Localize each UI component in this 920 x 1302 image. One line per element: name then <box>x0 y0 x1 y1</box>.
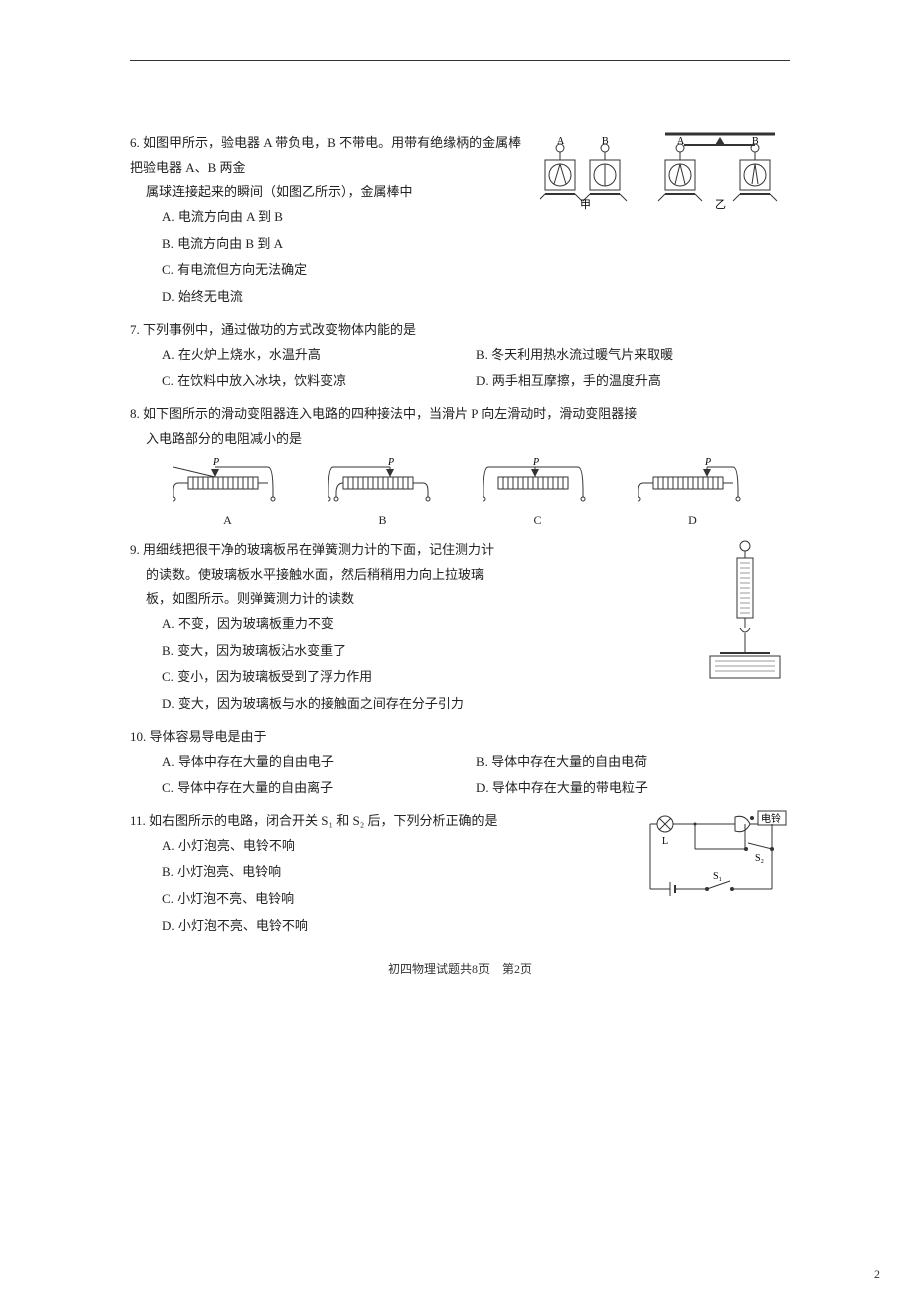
svg-text:P: P <box>704 457 711 468</box>
q9-stem-line2: 的读数。使玻璃板水平接触水面，然后稍稍用力向上拉玻璃 <box>146 563 790 588</box>
q8-label-a: A <box>223 509 232 532</box>
question-11: L 电铃 S₂ <box>130 809 790 940</box>
q7-stem: 7. 下列事例中，通过做功的方式改变物体内能的是 <box>130 318 790 343</box>
q8-stem-line1: 8. 如下图所示的滑动变阻器连入电路的四种接法中，当滑片 P 向左滑动时，滑动变… <box>130 402 790 427</box>
question-9: 9. 用细线把很干净的玻璃板吊在弹簧测力计的下面，记住测力计 的读数。使玻璃板水… <box>130 538 790 719</box>
q9-option-d: D. 变大，因为玻璃板与水的接触面之间存在分子引力 <box>162 692 790 717</box>
q8-diagrams: P <box>150 457 770 532</box>
q10-option-c: C. 导体中存在大量的自由离子 <box>162 776 476 801</box>
q10-option-a: A. 导体中存在大量的自由电子 <box>162 750 476 775</box>
q9-diagram <box>700 538 790 697</box>
q8-diagram-a: P <box>173 457 283 532</box>
q8-diagram-c: P <box>483 457 593 532</box>
q9-option-c: C. 变小，因为玻璃板受到了浮力作用 <box>162 665 790 690</box>
q7-option-c: C. 在饮料中放入冰块，饮料变凉 <box>162 369 476 394</box>
q11-bell-label: 电铃 <box>761 812 781 825</box>
corner-page-number: 2 <box>874 1267 880 1282</box>
q7-option-d: D. 两手相互摩擦，手的温度升高 <box>476 369 790 394</box>
q7-option-a: A. 在火炉上烧水，水温升高 <box>162 343 476 368</box>
q10-option-b: B. 导体中存在大量的自由电荷 <box>476 750 790 775</box>
svg-text:S₂: S₂ <box>755 853 764 864</box>
q8-diagram-d: P <box>638 457 748 532</box>
svg-text:L: L <box>662 836 668 847</box>
q8-label-c: C <box>533 509 541 532</box>
q8-label-d: D <box>688 509 697 532</box>
q8-diagram-b: P <box>328 457 438 532</box>
q9-stem-line1: 9. 用细线把很干净的玻璃板吊在弹簧测力计的下面，记住测力计 <box>130 538 790 563</box>
q8-stem-line2: 入电路部分的电阻减小的是 <box>146 427 790 452</box>
q9-option-a: A. 不变，因为玻璃板重力不变 <box>162 612 790 637</box>
q10-option-d: D. 导体中存在大量的带电粒子 <box>476 776 790 801</box>
q6-option-d: D. 始终无电流 <box>162 285 790 310</box>
question-10: 10. 导体容易导电是由于 A. 导体中存在大量的自由电子 C. 导体中存在大量… <box>130 725 790 803</box>
q6-yi-label: 乙 <box>715 198 726 211</box>
question-8: 8. 如下图所示的滑动变阻器连入电路的四种接法中，当滑片 P 向左滑动时，滑动变… <box>130 402 790 532</box>
q10-stem: 10. 导体容易导电是由于 <box>130 725 790 750</box>
svg-text:P: P <box>532 457 539 468</box>
q6-option-b: B. 电流方向由 B 到 A <box>162 232 790 257</box>
svg-text:S₁: S₁ <box>713 871 722 882</box>
svg-text:A: A <box>677 136 685 147</box>
page-footer: 初四物理试题共8页 第2页 <box>130 960 790 977</box>
q6-option-c: C. 有电流但方向无法确定 <box>162 258 790 283</box>
svg-text:P: P <box>387 457 394 468</box>
q11-diagram: L 电铃 S₂ <box>640 809 790 913</box>
q6-jia-label: 甲 <box>580 199 591 211</box>
svg-text:P: P <box>212 457 219 468</box>
q6-diagram: A B <box>540 131 790 220</box>
page-content: A B <box>130 60 790 977</box>
q9-stem-line3: 板，如图所示。则弹簧测力计的读数 <box>146 587 790 612</box>
question-6: A B <box>130 131 790 312</box>
q6-label-A: A <box>557 136 565 147</box>
question-7: 7. 下列事例中，通过做功的方式改变物体内能的是 A. 在火炉上烧水，水温升高 … <box>130 318 790 396</box>
q9-option-b: B. 变大，因为玻璃板沾水变重了 <box>162 639 790 664</box>
q7-option-b: B. 冬天利用热水流过暖气片来取暖 <box>476 343 790 368</box>
q11-option-d: D. 小灯泡不亮、电铃不响 <box>162 914 790 939</box>
q8-label-b: B <box>378 509 386 532</box>
